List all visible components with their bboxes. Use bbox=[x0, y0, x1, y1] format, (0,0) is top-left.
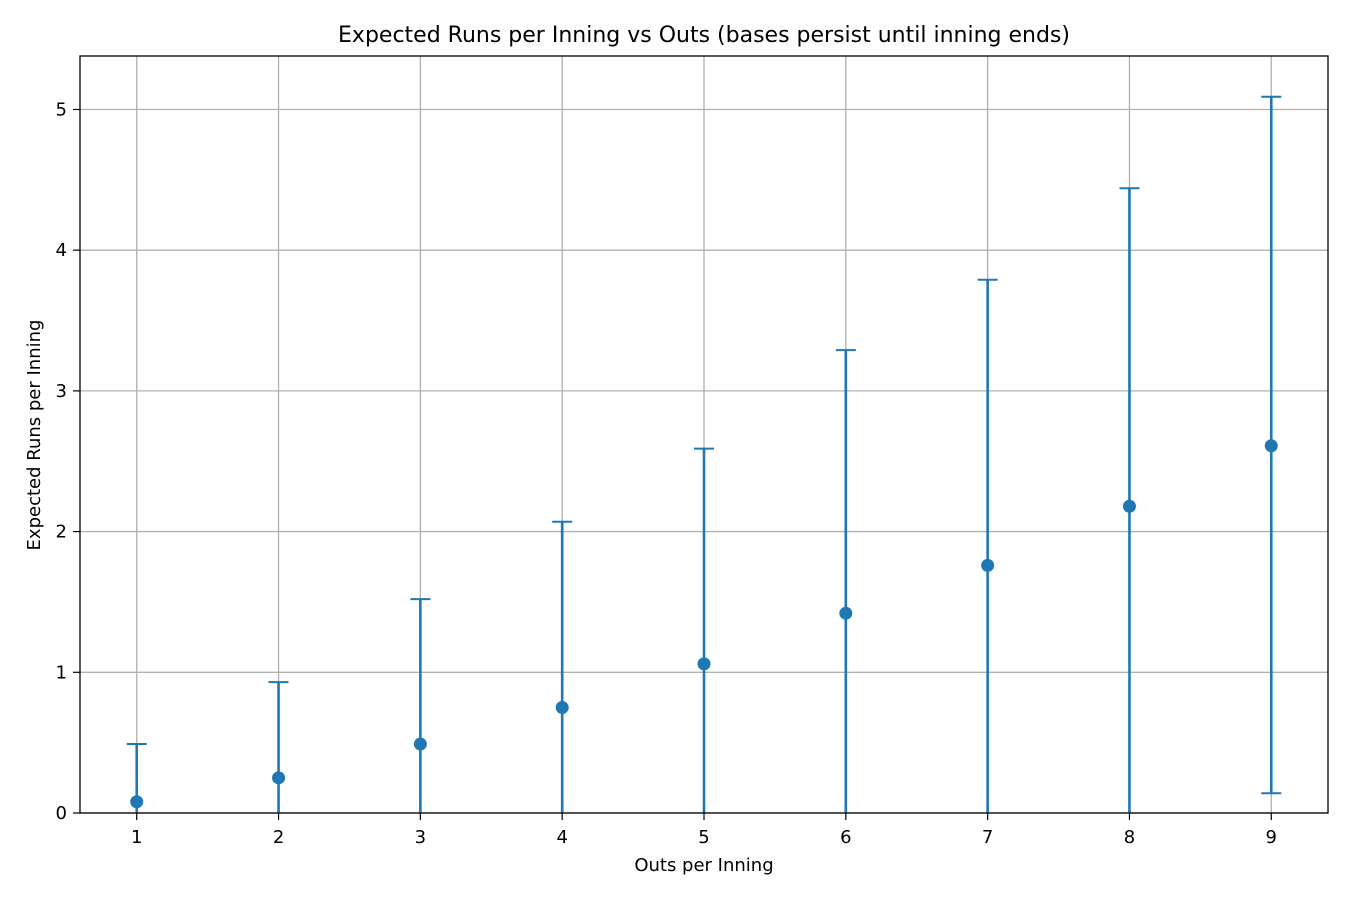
y-axis-label: Expected Runs per Inning bbox=[24, 320, 45, 551]
x-tick-label: 5 bbox=[698, 827, 709, 848]
y-tick-label: 1 bbox=[56, 662, 67, 683]
data-point bbox=[981, 558, 995, 572]
y-tick-label: 2 bbox=[56, 522, 67, 543]
data-point bbox=[555, 700, 569, 714]
data-point bbox=[413, 737, 427, 751]
x-tick-label: 3 bbox=[415, 827, 426, 848]
x-tick-label: 4 bbox=[556, 827, 567, 848]
x-tick-label: 9 bbox=[1266, 827, 1277, 848]
data-point bbox=[697, 657, 711, 671]
data-point bbox=[839, 606, 853, 620]
y-tick-label: 0 bbox=[56, 803, 67, 824]
x-tick-label: 6 bbox=[840, 827, 851, 848]
y-tick-label: 4 bbox=[56, 240, 67, 261]
y-tick-label: 5 bbox=[56, 99, 67, 120]
y-axis-ticks: 0 1 2 3 4 5 bbox=[56, 99, 80, 824]
data-point bbox=[272, 771, 286, 785]
data-marks bbox=[126, 95, 1282, 813]
chart-title: Expected Runs per Inning vs Outs (bases … bbox=[338, 23, 1070, 48]
data-point bbox=[1264, 439, 1278, 453]
x-tick-label: 1 bbox=[131, 827, 142, 848]
x-axis-label: Outs per Inning bbox=[634, 855, 773, 876]
x-axis-ticks: 1 2 3 4 5 6 7 8 9 bbox=[131, 813, 1277, 848]
data-point bbox=[130, 795, 144, 809]
x-tick-label: 2 bbox=[273, 827, 284, 848]
y-tick-label: 3 bbox=[56, 381, 67, 402]
data-point bbox=[1122, 499, 1136, 513]
x-tick-label: 7 bbox=[982, 827, 993, 848]
x-tick-label: 8 bbox=[1124, 827, 1135, 848]
